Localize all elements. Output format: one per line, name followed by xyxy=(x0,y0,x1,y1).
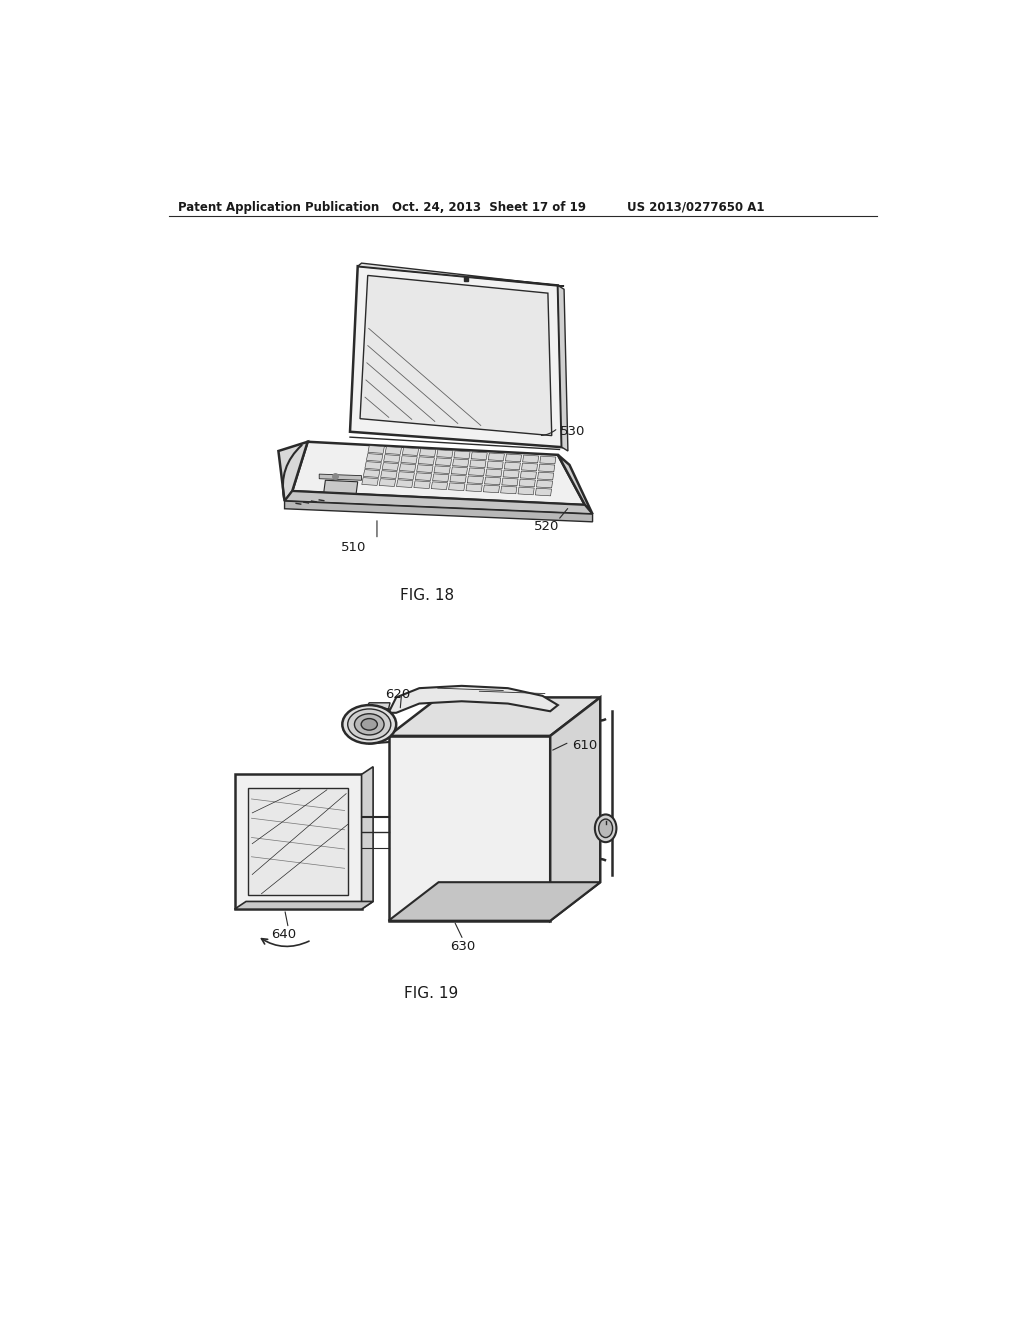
Polygon shape xyxy=(368,702,390,709)
Polygon shape xyxy=(420,449,436,457)
Polygon shape xyxy=(367,454,383,462)
Polygon shape xyxy=(324,480,357,494)
Polygon shape xyxy=(279,442,307,502)
Polygon shape xyxy=(484,477,501,484)
Polygon shape xyxy=(504,462,520,470)
Text: 640: 640 xyxy=(271,928,297,941)
Polygon shape xyxy=(466,484,482,491)
Polygon shape xyxy=(436,450,453,458)
Polygon shape xyxy=(360,276,552,436)
Polygon shape xyxy=(502,478,518,486)
Polygon shape xyxy=(402,447,419,455)
Ellipse shape xyxy=(354,714,384,735)
Polygon shape xyxy=(364,470,380,478)
Polygon shape xyxy=(558,285,568,451)
Polygon shape xyxy=(396,479,413,487)
FancyArrowPatch shape xyxy=(283,445,302,499)
Polygon shape xyxy=(470,459,486,467)
Text: 510: 510 xyxy=(341,541,367,554)
Polygon shape xyxy=(450,475,466,483)
Polygon shape xyxy=(518,487,535,495)
Polygon shape xyxy=(558,455,593,515)
Polygon shape xyxy=(522,455,539,463)
Polygon shape xyxy=(398,471,415,479)
Polygon shape xyxy=(416,473,432,480)
Text: Oct. 24, 2013  Sheet 17 of 19: Oct. 24, 2013 Sheet 17 of 19 xyxy=(392,201,587,214)
Polygon shape xyxy=(399,463,416,471)
Text: FIG. 19: FIG. 19 xyxy=(403,986,458,1001)
Polygon shape xyxy=(414,480,430,488)
Polygon shape xyxy=(292,442,585,506)
Polygon shape xyxy=(485,469,502,477)
Polygon shape xyxy=(483,484,500,492)
Text: 530: 530 xyxy=(560,425,586,438)
Polygon shape xyxy=(453,459,469,466)
Text: 630: 630 xyxy=(451,940,475,953)
Polygon shape xyxy=(384,454,400,462)
Text: 610: 610 xyxy=(571,739,597,752)
Polygon shape xyxy=(365,462,381,470)
Polygon shape xyxy=(388,697,600,737)
Ellipse shape xyxy=(595,814,616,842)
Polygon shape xyxy=(361,478,378,486)
Polygon shape xyxy=(539,465,555,471)
Text: Patent Application Publication: Patent Application Publication xyxy=(178,201,380,214)
Polygon shape xyxy=(503,470,519,478)
Polygon shape xyxy=(234,775,361,909)
Polygon shape xyxy=(538,473,554,480)
Polygon shape xyxy=(388,882,600,921)
Polygon shape xyxy=(536,488,552,496)
Polygon shape xyxy=(285,502,593,521)
Polygon shape xyxy=(520,471,537,479)
Polygon shape xyxy=(368,446,384,453)
Polygon shape xyxy=(319,474,361,480)
Text: US 2013/0277650 A1: US 2013/0277650 A1 xyxy=(628,201,765,214)
Ellipse shape xyxy=(342,705,396,743)
Polygon shape xyxy=(452,467,468,475)
Polygon shape xyxy=(506,454,521,462)
Ellipse shape xyxy=(348,709,391,739)
Polygon shape xyxy=(537,480,553,488)
Text: 520: 520 xyxy=(534,520,559,533)
Polygon shape xyxy=(381,471,397,478)
Polygon shape xyxy=(388,737,550,921)
Polygon shape xyxy=(519,479,536,487)
Polygon shape xyxy=(285,491,593,515)
Polygon shape xyxy=(454,451,470,458)
Polygon shape xyxy=(234,902,373,909)
Polygon shape xyxy=(488,453,505,461)
Polygon shape xyxy=(361,767,373,909)
Polygon shape xyxy=(432,474,449,482)
Polygon shape xyxy=(379,479,395,487)
Polygon shape xyxy=(471,451,487,459)
Polygon shape xyxy=(467,477,483,483)
Ellipse shape xyxy=(599,818,612,837)
Polygon shape xyxy=(435,458,452,466)
Polygon shape xyxy=(449,483,465,491)
Polygon shape xyxy=(431,482,447,490)
Polygon shape xyxy=(400,455,417,463)
Polygon shape xyxy=(248,788,348,895)
Polygon shape xyxy=(385,446,401,454)
Polygon shape xyxy=(550,697,600,921)
Text: 620: 620 xyxy=(385,688,410,701)
Polygon shape xyxy=(417,465,433,473)
Polygon shape xyxy=(434,466,451,474)
Polygon shape xyxy=(418,457,434,465)
Ellipse shape xyxy=(361,718,378,730)
Polygon shape xyxy=(521,463,538,471)
Polygon shape xyxy=(540,457,556,463)
Text: FIG. 18: FIG. 18 xyxy=(400,589,454,603)
Polygon shape xyxy=(487,461,503,469)
Polygon shape xyxy=(382,463,398,470)
Polygon shape xyxy=(350,267,562,447)
Polygon shape xyxy=(357,263,564,286)
Polygon shape xyxy=(388,686,558,713)
Polygon shape xyxy=(469,467,484,475)
Polygon shape xyxy=(501,486,517,494)
